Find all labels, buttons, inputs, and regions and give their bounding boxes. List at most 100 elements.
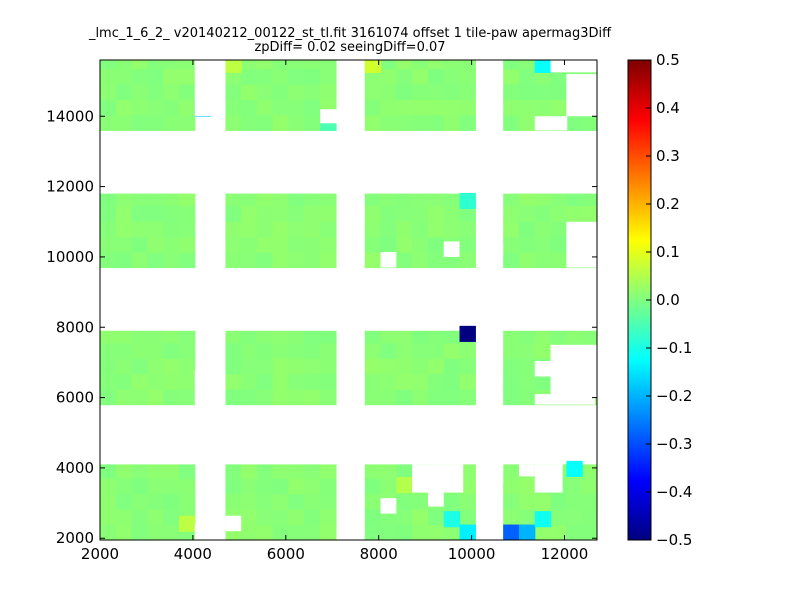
heatmap-cell xyxy=(115,114,133,131)
heatmap-cell xyxy=(100,68,117,85)
heatmap-cell xyxy=(147,99,164,116)
heatmap-cell xyxy=(272,221,290,238)
heatmap-cell xyxy=(147,83,164,100)
heatmap-cell xyxy=(503,509,520,526)
heatmap-cell xyxy=(396,83,413,100)
heatmap-cell xyxy=(178,389,196,406)
heatmap-cell xyxy=(380,99,397,116)
heatmap-cell xyxy=(304,68,321,85)
heatmap-cell xyxy=(100,464,117,479)
heatmap-cell xyxy=(427,524,445,540)
heatmap-cell xyxy=(550,509,567,526)
heatmap-cell xyxy=(459,342,476,359)
heatmap-cell xyxy=(163,60,180,70)
heatmap-cell xyxy=(163,193,180,207)
heatmap-cell xyxy=(131,493,148,510)
heatmap-cell xyxy=(147,464,164,479)
heatmap-cell xyxy=(396,68,413,85)
heatmap-cell xyxy=(582,205,597,222)
y-tick-label: 14000 xyxy=(46,107,94,125)
colorbar-tick-label: 0.3 xyxy=(656,147,680,165)
heatmap-cell xyxy=(364,509,382,526)
heatmap-cell xyxy=(115,221,133,238)
heatmap-cell xyxy=(115,99,133,116)
heatmap-cells xyxy=(100,60,597,540)
heatmap-cell xyxy=(503,358,520,375)
heatmap-cell xyxy=(272,524,290,540)
empty-cell xyxy=(225,515,242,532)
heatmap-cell xyxy=(396,493,413,510)
heatmap-cell xyxy=(256,358,274,375)
heatmap-cell xyxy=(115,509,133,526)
heatmap-cell xyxy=(550,68,567,85)
colorbar-tick-label: 0.2 xyxy=(656,195,680,213)
heatmap-cell xyxy=(163,342,180,359)
empty-cell xyxy=(380,252,397,268)
colorbar-tick-label: 0.5 xyxy=(656,51,680,69)
heatmap-cell xyxy=(396,114,413,131)
heatmap-cell xyxy=(503,68,520,85)
heatmap-cell xyxy=(241,193,258,207)
heatmap-cell xyxy=(443,493,461,510)
heatmap-cell xyxy=(131,83,148,100)
heatmap-cell xyxy=(163,464,180,479)
heatmap-cell xyxy=(396,358,413,375)
heatmap-cell xyxy=(115,68,133,85)
heatmap-cell xyxy=(320,373,337,390)
heatmap-cell xyxy=(427,358,445,375)
heatmap-cell xyxy=(131,114,148,131)
heatmap-cell xyxy=(178,236,196,253)
heatmap-cell xyxy=(178,60,196,70)
heatmap-cell xyxy=(396,464,413,479)
heatmap-cell xyxy=(131,236,148,253)
heatmap-cell xyxy=(272,358,290,375)
heatmap-cell xyxy=(503,114,520,131)
heatmap-cell xyxy=(272,252,290,269)
heatmap-cell xyxy=(241,205,258,222)
heatmap-cell xyxy=(412,524,429,540)
heatmap-cell xyxy=(147,509,164,526)
heatmap-cell xyxy=(131,330,148,344)
heatmap-cell xyxy=(364,524,382,540)
empty-cell xyxy=(534,394,596,405)
heatmap-cell xyxy=(256,193,274,207)
heatmap-cell-highlight xyxy=(518,524,536,540)
heatmap-cell xyxy=(503,330,520,344)
heatmap-cell xyxy=(503,389,520,406)
heatmap-cell xyxy=(364,493,382,510)
heatmap-cell xyxy=(256,524,274,540)
heatmap-cell xyxy=(163,205,180,222)
heatmap-cell xyxy=(115,358,133,375)
heatmap-cell xyxy=(178,493,196,510)
heatmap-cell xyxy=(147,221,164,238)
heatmap-cell xyxy=(459,389,476,406)
empty-cell xyxy=(550,60,597,73)
heatmap-cell xyxy=(256,493,274,510)
heatmap-cell xyxy=(396,524,413,540)
colorbar-tick-label: 0.1 xyxy=(656,243,680,261)
heatmap-cell xyxy=(534,205,552,222)
heatmap-cell xyxy=(225,464,242,479)
heatmap-cell xyxy=(147,60,164,70)
heatmap-cell xyxy=(256,60,274,70)
heatmap-cell xyxy=(272,373,290,390)
heatmap-cell xyxy=(459,464,476,479)
heatmap-cell xyxy=(241,509,258,526)
heatmap-cell xyxy=(241,252,258,269)
heatmap-cell xyxy=(131,478,148,495)
heatmap-cell xyxy=(256,236,274,253)
heatmap-cell xyxy=(503,205,520,222)
empty-cell xyxy=(534,464,563,493)
heatmap-cell xyxy=(396,252,413,269)
heatmap-cell xyxy=(459,236,476,253)
empty-cell xyxy=(194,524,226,540)
heatmap-cell xyxy=(288,221,305,238)
heatmap-cell xyxy=(427,236,445,253)
heatmap-cell xyxy=(100,330,117,344)
heatmap-cell xyxy=(459,478,476,495)
heatmap-cell xyxy=(518,358,536,375)
heatmap-cell xyxy=(320,358,337,375)
heatmap-cell xyxy=(364,478,382,495)
heatmap-cell xyxy=(131,358,148,375)
heatmap-cell xyxy=(288,464,305,479)
